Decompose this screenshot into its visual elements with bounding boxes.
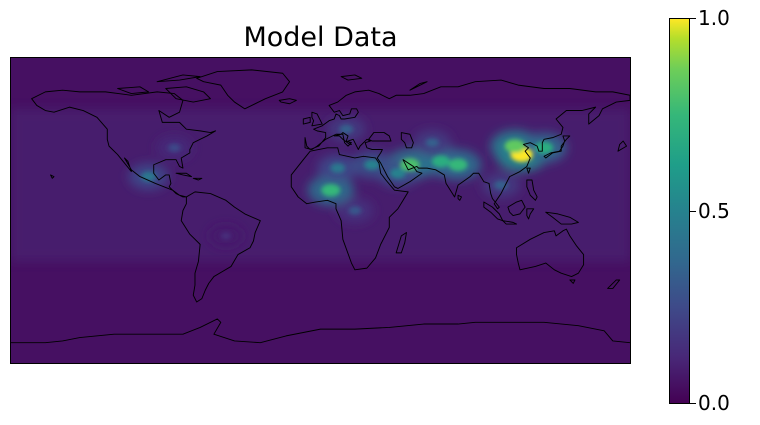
colorbar-tick xyxy=(690,403,696,404)
map-plot-area xyxy=(10,57,631,364)
coastline-hawaii xyxy=(50,174,55,179)
coastline-iceland xyxy=(278,98,297,105)
coastline-new-guinea xyxy=(545,211,579,225)
heatmap-core-arabia xyxy=(390,168,406,179)
coastline-taiwan xyxy=(526,167,531,174)
coastline-tasmania xyxy=(569,279,576,284)
coastline-north-america xyxy=(31,89,217,198)
coastline-sumatra xyxy=(483,201,504,222)
heatmap-core-south-america xyxy=(220,232,232,240)
heatmap-core-pakistan xyxy=(431,155,450,168)
colorbar-tick-label: 0.0 xyxy=(698,391,730,415)
heatmap-core-central-africa xyxy=(348,206,362,215)
colorbar-tick-label: 1.0 xyxy=(698,6,730,30)
coastline-cuba xyxy=(175,172,193,178)
coastline-south-america xyxy=(180,191,261,303)
coastline-svalbard xyxy=(340,74,363,81)
map-title: Model Data xyxy=(243,22,398,53)
coastline-ireland xyxy=(302,116,311,125)
coastline-java xyxy=(502,220,517,225)
coastline-ellesmere xyxy=(156,74,201,83)
coastline-borneo xyxy=(507,199,526,217)
colorbar-tick-label: 0.5 xyxy=(698,198,730,223)
colorbar-tick xyxy=(690,210,696,212)
heatmap-core-east-us xyxy=(168,143,181,152)
heatmap-core-central-asia xyxy=(425,138,439,148)
coastline-japan xyxy=(543,135,571,159)
coastline-australia xyxy=(516,228,585,278)
coastline-eurasia xyxy=(304,79,630,210)
coastline-africa xyxy=(290,147,409,271)
coastline-madagascar xyxy=(395,232,407,254)
coastline-caspian xyxy=(400,132,414,149)
coastline-black-sea xyxy=(368,132,392,142)
heatmap-field xyxy=(11,58,630,363)
colorbar-tick xyxy=(690,18,696,19)
coastline-victoria xyxy=(117,86,150,95)
coastline-britain xyxy=(311,111,323,127)
map-svg xyxy=(11,58,630,363)
coastline-new-zealand-south xyxy=(607,279,621,289)
coastlines xyxy=(11,69,630,344)
heatmap-core-northern-india xyxy=(448,158,468,171)
coastline-hispaniola xyxy=(192,177,203,181)
heatmap-core-egypt xyxy=(364,159,380,170)
coastline-sri-lanka xyxy=(457,194,462,201)
coastline-antarctica xyxy=(11,318,630,344)
coastline-greenland xyxy=(196,69,291,110)
heatmap-core-west-africa-sahel xyxy=(321,183,341,197)
heatmap-core-north-china xyxy=(504,139,525,153)
coastline-new-zealand-north xyxy=(617,140,628,152)
heatmap-core-sahara xyxy=(330,163,346,174)
coastline-baffin xyxy=(165,86,211,103)
coastline-sulawesi xyxy=(526,208,535,220)
coastline-philippines xyxy=(526,179,538,201)
colorbar xyxy=(669,18,690,404)
heatmap-core-europe xyxy=(339,124,353,134)
coastline-novaya-zemlya xyxy=(409,81,428,91)
